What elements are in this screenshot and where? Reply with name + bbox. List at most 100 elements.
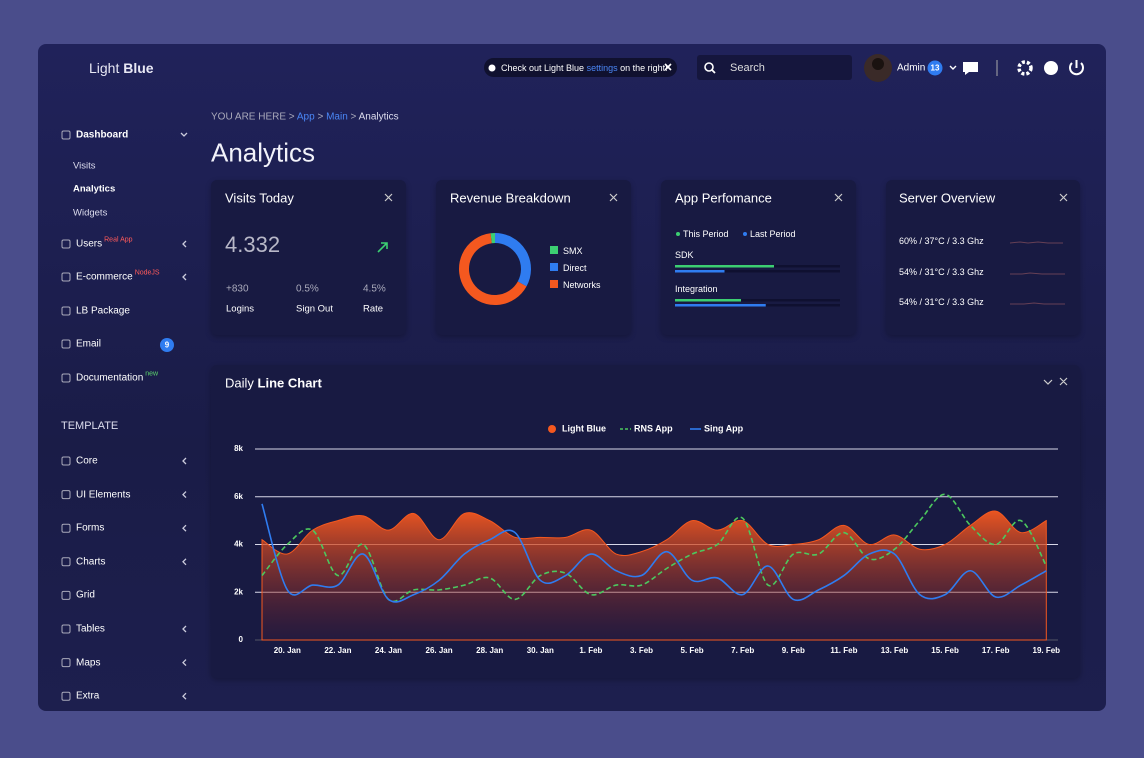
x-tick-label: 22. Jan xyxy=(324,646,351,655)
bar xyxy=(675,270,725,273)
stat-label: Rate xyxy=(363,303,384,315)
title-bold: Line Chart xyxy=(257,375,322,391)
user-badge-bg xyxy=(927,60,943,76)
menu-tag: NodeJS xyxy=(134,269,160,277)
menu-tag: Real App xyxy=(104,236,133,244)
menu-item[interactable]: Users Real App xyxy=(76,236,133,250)
search-placeholder[interactable]: Search xyxy=(730,62,765,74)
title-light: Daily xyxy=(225,375,254,391)
submenu-item[interactable]: Analytics xyxy=(73,183,116,195)
menu-label[interactable]: Documentation xyxy=(76,372,144,384)
card-collapse[interactable] xyxy=(1043,379,1053,385)
menu-item[interactable]: Tables xyxy=(76,623,105,635)
menu-chevron xyxy=(182,659,187,667)
legend-label: Direct xyxy=(563,263,587,273)
legend-label: Networks xyxy=(563,280,601,290)
visits-card xyxy=(211,180,406,335)
card-close[interactable] xyxy=(384,193,1068,386)
submenu-item[interactable]: Widgets xyxy=(73,207,108,219)
x-tick-label: 9. Feb xyxy=(782,646,805,655)
x-tick-label: 30. Jan xyxy=(527,646,554,655)
x-tick-label: 7. Feb xyxy=(731,646,754,655)
menu-icon xyxy=(61,339,71,349)
menu-tag: new xyxy=(145,370,159,378)
notice-link[interactable]: settings xyxy=(586,63,618,73)
brand: Light Blue xyxy=(89,60,154,76)
menu-label[interactable]: Email xyxy=(76,338,102,350)
notice-close[interactable] xyxy=(664,63,672,71)
user-chevron[interactable] xyxy=(949,65,957,70)
menu-chevron xyxy=(182,692,187,700)
menu-item[interactable]: Core xyxy=(76,455,98,467)
menu-chevron xyxy=(182,491,187,499)
search-icon xyxy=(704,62,714,72)
brand-light: Light xyxy=(89,60,120,76)
menu-item[interactable]: Documentation new xyxy=(76,370,159,384)
search-box[interactable] xyxy=(697,55,852,80)
chat-icon[interactable] xyxy=(963,62,978,75)
x-tick-label: 5. Feb xyxy=(681,646,704,655)
x-tick-label: 1. Feb xyxy=(579,646,602,655)
menu-item[interactable]: Charts xyxy=(76,556,106,568)
notice-text: Check out Light Blue xyxy=(501,63,585,73)
breadcrumb-item: Analytics xyxy=(358,111,399,123)
breadcrumb-item[interactable]: App xyxy=(296,111,315,123)
brand-bold: Blue xyxy=(123,60,154,76)
x-tick-label: 15. Feb xyxy=(931,646,959,655)
legend-label: SMX xyxy=(563,246,583,256)
server-sparkline xyxy=(1009,241,1065,305)
menu-item[interactable]: E-commerce NodeJS xyxy=(76,269,160,283)
card-title: App Perfomance xyxy=(675,190,772,206)
breadcrumb: YOU ARE HERE > App > Main > Analytics xyxy=(211,111,399,123)
user-name[interactable]: Admin xyxy=(897,62,926,74)
menu-item[interactable]: Grid xyxy=(76,589,95,601)
row-label: Integration xyxy=(675,284,718,294)
info-icon xyxy=(488,64,496,72)
menu-icon xyxy=(61,624,71,634)
menu-item[interactable]: Email xyxy=(76,339,101,350)
menu-badge-bg xyxy=(160,338,174,352)
menu-chevron xyxy=(182,558,187,566)
menu-item[interactable]: Dashboard xyxy=(76,129,129,141)
x-tick-label: 3. Feb xyxy=(630,646,653,655)
menu-item[interactable]: Maps xyxy=(76,657,101,669)
menu-chevron xyxy=(182,625,187,633)
submenu-item[interactable]: Visits xyxy=(73,160,96,172)
line xyxy=(261,503,1047,603)
menu-item[interactable]: Extra xyxy=(76,690,100,702)
power-icon[interactable] xyxy=(1069,60,1084,76)
breadcrumb-item[interactable]: Main xyxy=(326,111,348,123)
bar xyxy=(675,304,766,307)
area xyxy=(261,510,1047,641)
server-row: 54% / 31°C / 3.3 Ghz xyxy=(899,266,984,277)
menu-icon xyxy=(61,272,71,282)
settings-icon[interactable] xyxy=(1017,60,1033,76)
menu-item[interactable]: LB Package xyxy=(76,306,130,317)
server-row: 60% / 37°C / 3.3 Ghz xyxy=(899,236,984,246)
user-badge: 13 xyxy=(930,63,940,73)
x-tick-label: 19. Feb xyxy=(1033,646,1061,655)
menu-icon xyxy=(61,306,71,316)
menu-label[interactable]: E-commerce xyxy=(76,271,133,283)
menu-label[interactable]: Users xyxy=(76,238,103,250)
performance-card xyxy=(661,180,856,335)
y-tick-label: 4k xyxy=(234,540,243,549)
legend-label: This Period xyxy=(683,229,729,239)
menu-item[interactable]: UI Elements xyxy=(76,489,131,501)
avatar-face xyxy=(872,58,884,70)
search-icon-handle xyxy=(711,69,716,74)
donut-segment xyxy=(459,233,527,305)
notice-pill xyxy=(484,58,677,77)
globe-icon[interactable] xyxy=(1044,61,1058,75)
bar-track xyxy=(675,270,840,273)
menu-icon xyxy=(61,456,71,466)
visits-value: 4.332 xyxy=(225,232,281,257)
legend-label: Sing App xyxy=(704,423,744,433)
server-row: 54% / 31°C / 3.3 Ghz xyxy=(899,297,984,307)
y-tick-label: 6k xyxy=(234,492,243,501)
legend-swatch xyxy=(550,263,558,271)
menu-section: TEMPLATE xyxy=(61,420,119,432)
menu-item[interactable]: Forms xyxy=(76,522,105,534)
menu-label[interactable]: LB Package xyxy=(76,305,130,317)
